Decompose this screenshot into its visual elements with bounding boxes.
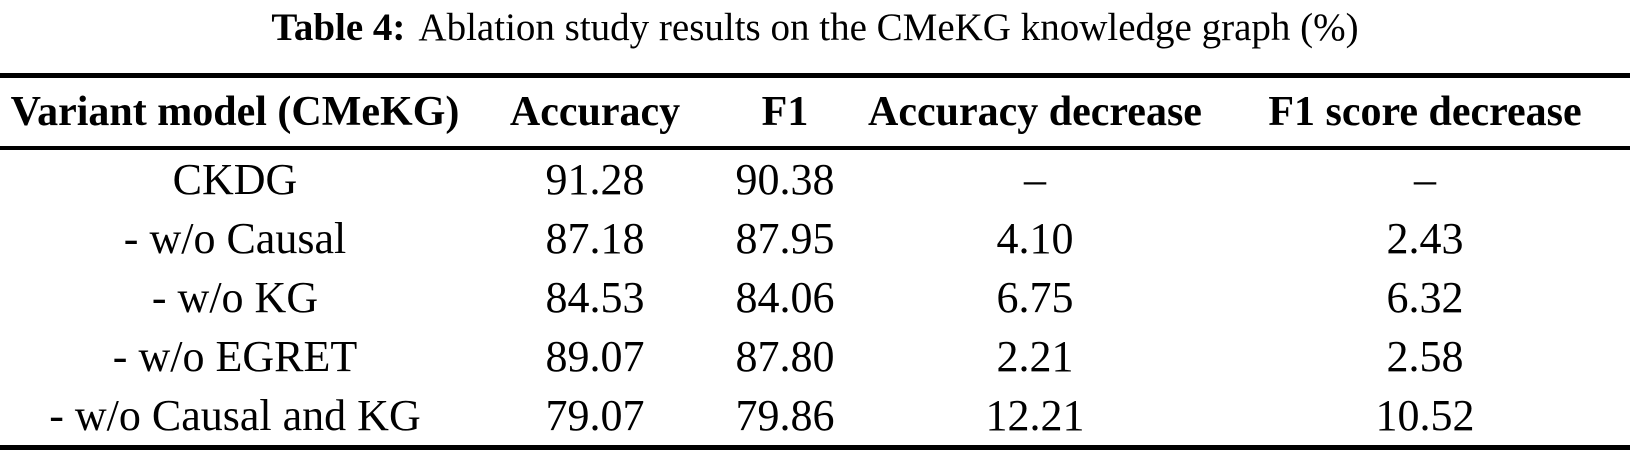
table-row-wo-causal-and-kg: - w/o Causal and KG 79.07 79.86 12.21 10… — [0, 386, 1630, 448]
cell-variant: - w/o Causal — [123, 214, 347, 263]
cell-accuracy: 87.18 — [545, 214, 645, 263]
cell-f1: 79.86 — [735, 391, 835, 440]
cell-accuracy-decrease: 12.21 — [985, 391, 1085, 440]
cell-f1: 90.38 — [735, 155, 835, 204]
cell-f1-score-decrease: – — [1414, 155, 1436, 204]
cell-accuracy: 84.53 — [545, 273, 645, 322]
ablation-results-table: Variant model (CMeKG) Accuracy F1 Accura… — [0, 73, 1630, 450]
table-row-wo-causal: - w/o Causal 87.18 87.95 4.10 2.43 — [0, 209, 1630, 268]
cell-accuracy-decrease: 4.10 — [996, 214, 1074, 263]
column-header-accuracy: Accuracy — [470, 75, 720, 150]
caption-label: Table 4: — [271, 6, 406, 49]
cell-f1-score-decrease: 10.52 — [1375, 391, 1475, 440]
cell-variant: - w/o KG — [151, 273, 319, 322]
table-row-wo-egret: - w/o EGRET 89.07 87.80 2.21 2.58 — [0, 327, 1630, 386]
table-row-wo-kg: - w/o KG 84.53 84.06 6.75 6.32 — [0, 268, 1630, 327]
column-header-variant-model: Variant model (CMeKG) — [0, 75, 470, 150]
cell-variant: - w/o Causal and KG — [49, 391, 421, 440]
cell-f1-score-decrease: 6.32 — [1386, 273, 1464, 322]
cell-variant: CKDG — [172, 155, 298, 204]
cell-f1: 84.06 — [735, 273, 835, 322]
column-header-accuracy-decrease: Accuracy decrease — [850, 75, 1220, 150]
cell-f1: 87.95 — [735, 214, 835, 263]
table-row-ckdg: CKDG 91.28 90.38 – – — [0, 148, 1630, 209]
column-header-f1-score-decrease: F1 score decrease — [1220, 75, 1630, 150]
cell-accuracy: 79.07 — [545, 391, 645, 440]
caption-text: Ablation study results on the CMeKG know… — [418, 6, 1359, 49]
cell-f1-score-decrease: 2.58 — [1386, 332, 1464, 381]
cell-f1: 87.80 — [735, 332, 835, 381]
cell-accuracy: 89.07 — [545, 332, 645, 381]
cell-accuracy-decrease: – — [1024, 155, 1046, 204]
column-header-f1: F1 — [720, 75, 850, 150]
cell-accuracy-decrease: 2.21 — [996, 332, 1074, 381]
header-row: Variant model (CMeKG) Accuracy F1 Accura… — [0, 75, 1630, 150]
cell-f1-score-decrease: 2.43 — [1386, 214, 1464, 263]
cell-accuracy-decrease: 6.75 — [996, 273, 1074, 322]
cell-accuracy: 91.28 — [545, 155, 645, 204]
cell-variant: - w/o EGRET — [112, 332, 358, 381]
table-caption: Table 4: Ablation study results on the CM… — [0, 0, 1630, 51]
